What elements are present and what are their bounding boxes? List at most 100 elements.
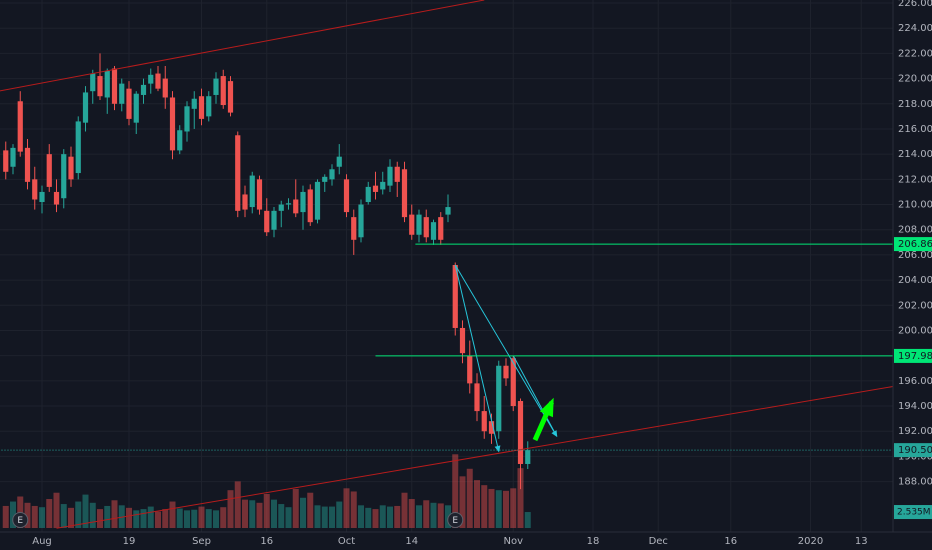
y-tick-label: 224.00 <box>898 23 932 34</box>
volume-bar <box>495 490 502 528</box>
candle-body <box>285 203 292 205</box>
candle-body <box>517 401 524 464</box>
candle-body <box>82 92 89 123</box>
candle-body <box>46 154 52 187</box>
candle-body <box>177 130 183 151</box>
candle-body <box>409 214 415 235</box>
y-tick-label: 218.00 <box>898 99 932 110</box>
volume-bar <box>365 507 372 528</box>
trend-line <box>454 264 558 437</box>
volume-bar <box>184 510 190 528</box>
y-tick-label: 188.00 <box>898 477 932 488</box>
candle-body <box>104 71 110 98</box>
candle-body <box>438 217 444 240</box>
candle-body <box>322 176 328 182</box>
volume-label-bg <box>894 505 932 520</box>
event-marker <box>12 512 29 528</box>
candle-body <box>184 106 190 132</box>
volume-bar <box>2 505 9 528</box>
candle-body <box>111 68 118 104</box>
candle-body <box>68 156 74 180</box>
x-tick-label: 19 <box>123 536 136 547</box>
y-tick-label: 226.00 <box>898 0 932 9</box>
x-tick-label: Sep <box>192 536 211 547</box>
candle-body <box>220 76 226 106</box>
volume-bar <box>343 488 350 528</box>
volume-bar <box>249 500 256 528</box>
candle-body <box>467 355 473 384</box>
candle-body <box>343 179 350 213</box>
volume-bar <box>336 501 343 528</box>
candle-body <box>119 83 125 104</box>
candle-body <box>459 327 466 354</box>
candle-body <box>24 147 31 182</box>
volume-bar <box>481 485 488 528</box>
y-tick-label: 208.00 <box>898 225 932 236</box>
volume-bar <box>321 506 328 528</box>
volume-bar <box>285 507 292 528</box>
volume-bar <box>503 490 509 528</box>
x-tick-label: Aug <box>32 536 52 547</box>
volume-bar <box>111 500 118 528</box>
candle-body <box>481 411 487 432</box>
volume-bar <box>524 512 531 528</box>
candle-body <box>278 204 284 211</box>
x-tick-label: 14 <box>405 536 418 547</box>
candle-body <box>191 98 197 109</box>
volume-bar <box>220 507 227 528</box>
x-tick-label: 16 <box>724 536 737 547</box>
candle-body <box>242 194 248 210</box>
volume-bar <box>329 506 335 528</box>
candle-body <box>227 81 234 113</box>
candle-body <box>75 121 81 174</box>
candle-body <box>372 185 379 192</box>
volume-bar <box>358 505 364 528</box>
volume-bar <box>474 480 480 528</box>
candle-body <box>155 73 161 89</box>
axes: 188.00190.00192.00194.00196.00198.00200.… <box>32 0 932 547</box>
volume-bar <box>242 499 248 528</box>
event-marker <box>447 512 464 528</box>
volume-bar <box>191 509 198 528</box>
candle-body <box>488 421 495 434</box>
candle-body <box>10 147 16 167</box>
volume-bar <box>387 506 393 528</box>
volume-bar <box>169 501 176 528</box>
candle-body <box>365 186 371 203</box>
volume-bar <box>75 501 82 528</box>
volume-bar <box>60 504 67 528</box>
candle-body <box>90 73 96 92</box>
candle-body <box>271 210 277 230</box>
candle-body <box>148 74 154 84</box>
y-tick-label: 202.00 <box>898 300 932 311</box>
x-tick-label: 13 <box>855 536 868 547</box>
volume-bar <box>213 510 219 528</box>
volume-bar <box>31 505 38 528</box>
volume-bar <box>314 505 321 528</box>
candle-body <box>351 217 357 240</box>
volume-bar <box>104 505 111 528</box>
y-tick-label: 212.00 <box>898 174 932 185</box>
candle-body <box>525 450 531 464</box>
arrow-head <box>539 397 554 418</box>
volume-bar <box>46 499 53 528</box>
candle-body <box>256 179 263 210</box>
volume-bar <box>408 499 415 528</box>
y-tick-label: 216.00 <box>898 124 932 135</box>
volume-bar <box>176 508 183 528</box>
volume-bar <box>234 481 241 528</box>
price-pane <box>3 53 531 490</box>
volume-label: 2.535M <box>897 508 931 518</box>
volume-bar <box>155 511 161 528</box>
volume-bar <box>227 490 234 528</box>
candle-body <box>17 101 23 152</box>
candle-body <box>336 156 342 167</box>
volume-bar <box>430 502 437 528</box>
y-tick-label: 200.00 <box>898 325 932 336</box>
candle-body <box>430 222 437 240</box>
volume-bar <box>379 505 386 528</box>
candle-body <box>61 154 67 199</box>
trend-line <box>56 386 893 529</box>
y-tick-label: 204.00 <box>898 275 932 286</box>
